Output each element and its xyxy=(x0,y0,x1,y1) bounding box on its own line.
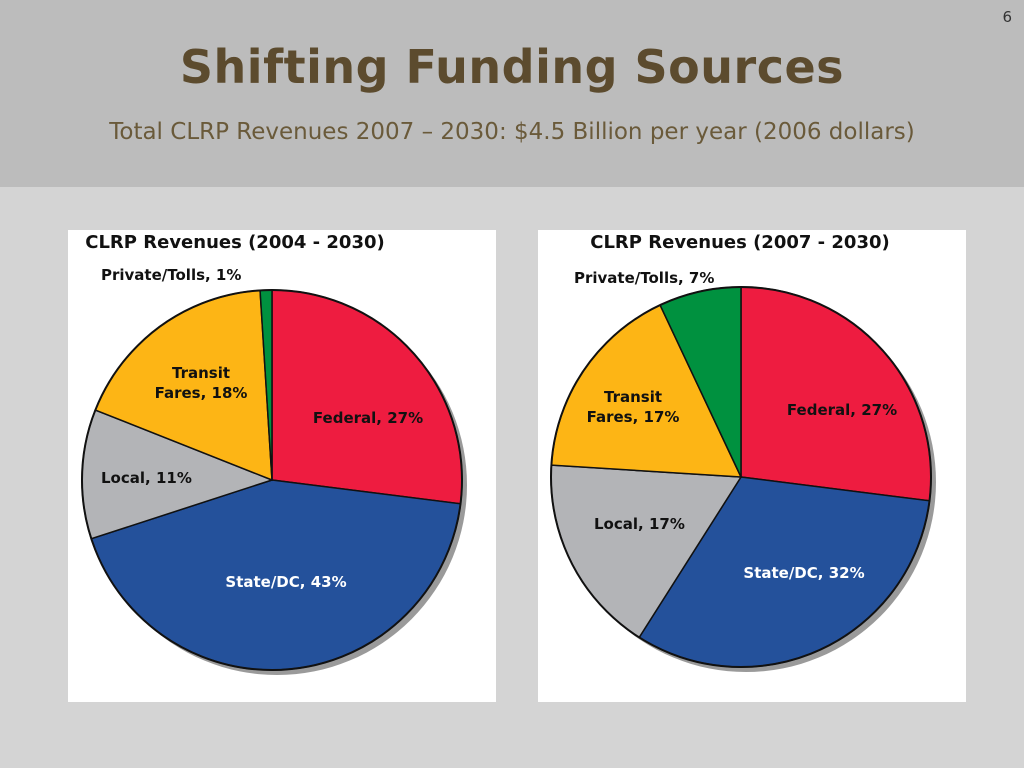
slide-header: 6 Shifting Funding Sources Total CLRP Re… xyxy=(0,0,1024,187)
pie-chart-2004-2030: CLRP Revenues (2004 - 2030) Federal, 27%… xyxy=(81,232,467,675)
slice-label-state-dc: State/DC, 43% xyxy=(225,573,346,591)
slice-label-federal: Federal, 27% xyxy=(787,401,897,419)
slice-label-federal: Federal, 27% xyxy=(313,409,423,427)
slice-label-local: Local, 17% xyxy=(594,515,685,533)
slice-label-state-dc: State/DC, 32% xyxy=(743,564,864,582)
pie-chart-panel-left: CLRP Revenues (2004 - 2030) Federal, 27%… xyxy=(68,230,496,702)
slice-label-private-tolls: Private/Tolls, 1% xyxy=(101,266,241,284)
slice-label-transit-fares: Transit Fares, 17% xyxy=(587,388,680,426)
pie-slice-federal xyxy=(740,286,932,502)
pie-slice-federal xyxy=(271,289,463,505)
slide-number: 6 xyxy=(1002,8,1012,26)
slice-label-transit-fares: Transit Fares, 18% xyxy=(155,364,248,402)
pie-outline xyxy=(550,286,932,668)
pie-outline xyxy=(81,289,463,671)
chart-title: CLRP Revenues (2007 - 2030) xyxy=(590,232,889,253)
pie-chart-2007-2030: CLRP Revenues (2007 - 2030) Federal, 27%… xyxy=(550,232,936,672)
slice-label-private-tolls: Private/Tolls, 7% xyxy=(574,269,714,287)
slide-title: Shifting Funding Sources xyxy=(179,40,845,94)
slice-label-local: Local, 11% xyxy=(101,469,192,487)
slide-subtitle: Total CLRP Revenues 2007 – 2030: $4.5 Bi… xyxy=(109,119,915,145)
pie-chart-panel-right: CLRP Revenues (2007 - 2030) Federal, 27%… xyxy=(538,230,966,702)
chart-title: CLRP Revenues (2004 - 2030) xyxy=(85,232,384,253)
